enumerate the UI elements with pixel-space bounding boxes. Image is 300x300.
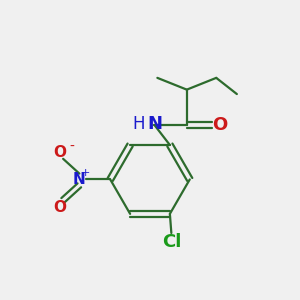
Text: Cl: Cl	[162, 233, 181, 251]
Text: N: N	[73, 172, 86, 187]
Text: O: O	[54, 200, 67, 215]
Text: O: O	[212, 116, 228, 134]
Text: H: H	[133, 116, 146, 134]
Text: -: -	[69, 140, 74, 154]
Text: N: N	[147, 116, 162, 134]
Text: O: O	[54, 145, 67, 160]
Text: +: +	[81, 168, 91, 178]
